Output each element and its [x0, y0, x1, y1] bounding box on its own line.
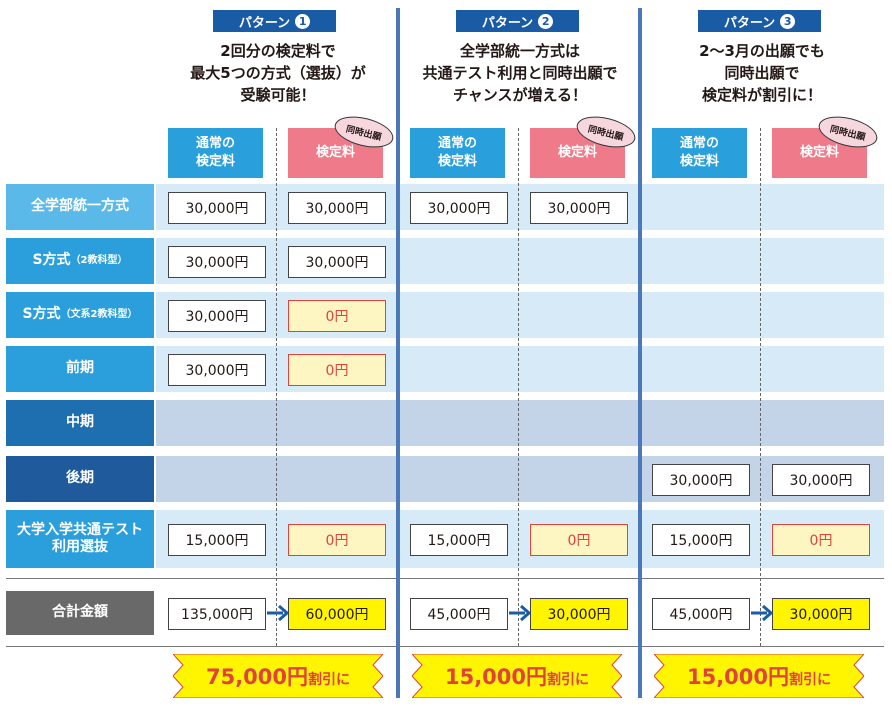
p1-s2-normal: 30,000円	[168, 246, 266, 278]
p1-zenki-sim: 0円	[288, 354, 386, 386]
p1-zenbu-normal: 30,000円	[168, 192, 266, 224]
discount-banner-shape	[412, 654, 622, 698]
pattern-separator-1	[396, 8, 400, 698]
pattern-separator-2	[638, 8, 642, 698]
p3-koki-normal: 30,000円	[652, 464, 750, 496]
column-divider-p1	[276, 128, 277, 646]
p2-total-normal: 45,000円	[410, 598, 508, 630]
p1-kyotsu-sim: 0円	[288, 524, 386, 556]
row-label-total: 合計金額	[6, 591, 154, 635]
row-label-s2: S方式 （2教科型）	[6, 238, 154, 284]
discount-banner-shape	[173, 654, 383, 698]
arrow-right-icon	[267, 604, 289, 622]
number-circle-icon: 2	[538, 13, 554, 29]
number-circle-icon: 1	[295, 13, 311, 29]
pattern-1-normal-fee-header: 通常の 検定料	[168, 128, 263, 178]
p3-kyotsu-sim: 0円	[772, 524, 870, 556]
row-label-s2bun: S方式 （文系2教科型）	[6, 292, 154, 338]
column-divider-p2	[518, 128, 519, 646]
pattern-1-discount-banner: 75,000円割引に	[173, 654, 383, 698]
pattern-1-tag: パターン 1	[213, 10, 336, 32]
p2-zenbu-sim: 30,000円	[530, 192, 628, 224]
pattern-3-title: 2～3月の出願でも 同時出願で 検定料が割引に！	[699, 42, 825, 104]
row-band-zenbu	[156, 184, 884, 230]
p1-s2-sim: 30,000円	[288, 246, 386, 278]
p1-zenbu-sim: 30,000円	[288, 192, 386, 224]
p1-total-sim: 60,000円	[288, 598, 386, 630]
pattern-3-discount-banner: 15,000円割引に	[654, 654, 864, 698]
arrow-right-icon	[751, 604, 773, 622]
row-band-chuki	[156, 400, 884, 446]
divider-bottom-total	[6, 646, 884, 647]
pattern-2-title: 全学部統一方式は 共通テスト利用と同時出願で チャンスが増える！	[422, 42, 618, 104]
p3-koki-sim: 30,000円	[772, 464, 870, 496]
number-circle-icon: 3	[780, 13, 796, 29]
pattern-1-title: 2回分の検定料で 最大5つの方式（選抜）が 受験可能！	[190, 42, 366, 104]
pattern-2-normal-fee-header: 通常の 検定料	[410, 128, 505, 178]
divider-top-total	[6, 578, 884, 579]
pattern-2-discount-banner: 15,000円割引に	[412, 654, 622, 698]
row-band-zenki	[156, 346, 884, 392]
p2-zenbu-normal: 30,000円	[410, 192, 508, 224]
p2-kyotsu-sim: 0円	[530, 524, 628, 556]
row-band-s2bun	[156, 292, 884, 338]
arrow-right-icon	[509, 604, 531, 622]
p1-s2bun-normal: 30,000円	[168, 300, 266, 332]
row-band-s2	[156, 238, 884, 284]
p1-s2bun-sim: 0円	[288, 300, 386, 332]
row-label-zenbu: 全学部統一方式	[6, 184, 154, 230]
row-band-koki	[156, 456, 884, 502]
p2-total-sim: 30,000円	[530, 598, 628, 630]
pattern-3-normal-fee-header: 通常の 検定料	[652, 128, 747, 178]
row-label-kyotsu: 大学入学共通テスト 利用選抜	[6, 510, 154, 568]
row-label-koki: 後期	[6, 456, 154, 502]
p2-kyotsu-normal: 15,000円	[410, 524, 508, 556]
p3-total-sim: 30,000円	[772, 598, 870, 630]
column-divider-p3	[760, 128, 761, 646]
p1-kyotsu-normal: 15,000円	[168, 524, 266, 556]
row-band-kyotsu	[156, 510, 884, 568]
pattern-3-tag: パターン 3	[698, 10, 821, 32]
pattern-2-tag: パターン 2	[456, 10, 579, 32]
row-label-chuki: 中期	[6, 400, 154, 446]
p3-total-normal: 45,000円	[652, 598, 750, 630]
p1-zenki-normal: 30,000円	[168, 354, 266, 386]
pattern-3-simultaneous-fee-header: 検定料	[772, 128, 867, 178]
p3-kyotsu-normal: 15,000円	[652, 524, 750, 556]
p1-total-normal: 135,000円	[168, 598, 266, 630]
row-label-zenki: 前期	[6, 346, 154, 392]
discount-banner-shape	[654, 654, 864, 698]
